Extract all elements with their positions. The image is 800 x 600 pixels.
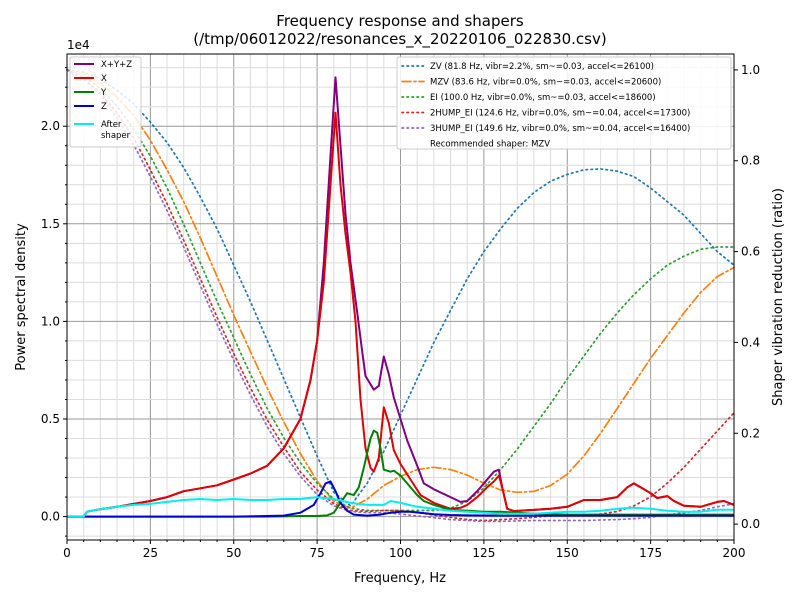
x-tick-label: 25 xyxy=(143,546,158,560)
x-tick-label: 75 xyxy=(309,546,324,560)
shaper-legend-label: MZV (83.6 Hz, vibr=0.0%, sm~=0.03, accel… xyxy=(430,78,661,88)
shaper-legend-label: ZV (81.8 Hz, vibr=2.2%, sm~=0.03, accel<… xyxy=(430,62,654,72)
x-tick-label: 150 xyxy=(556,546,579,560)
shaper-series-line xyxy=(66,69,735,523)
x-tick-label: 50 xyxy=(226,546,241,560)
chart-title: Frequency response and shapers xyxy=(276,12,524,30)
y2-tick-label: 0.2 xyxy=(741,426,760,440)
psd-legend-label: After xyxy=(101,120,122,130)
psd-legend-label: Z xyxy=(101,102,107,112)
recommended-shaper-label: Recommended shaper: MZV xyxy=(430,140,550,150)
psd-curves xyxy=(67,76,735,518)
psd-legend-label: X+Y+Z xyxy=(101,60,132,70)
x-tick-label: 100 xyxy=(389,546,412,560)
psd-legend-label: X xyxy=(101,74,107,84)
chart-subtitle: (/tmp/06012022/resonances_x_20220106_022… xyxy=(193,30,606,49)
x-axis-label: Frequency, Hz xyxy=(354,571,446,586)
y-tick-label: 1.0 xyxy=(41,314,60,328)
y2-axis-label: Shaper vibration reduction (ratio) xyxy=(771,188,786,406)
y2-tick-label: 0.8 xyxy=(741,154,760,168)
y2-tick-label: 0.6 xyxy=(741,245,760,259)
y-tick-label: 2.0 xyxy=(41,119,60,133)
shaper-legend-label: EI (100.0 Hz, vibr=0.0%, sm~=0.03, accel… xyxy=(430,93,656,103)
psd-series-line xyxy=(67,111,735,518)
psd-legend-label: Y xyxy=(100,88,107,98)
x-axis-ticks: 0 25 50 75 100 125 150 175 200 xyxy=(63,540,745,560)
psd-series-line xyxy=(67,496,734,518)
shaper-series-line xyxy=(66,69,735,522)
x-tick-label: 200 xyxy=(723,546,746,560)
shaper-legend: ZV (81.8 Hz, vibr=2.2%, sm~=0.03, accel<… xyxy=(396,56,732,150)
y-tick-label: 0.5 xyxy=(41,412,60,426)
y2-tick-label: 1.0 xyxy=(741,63,760,77)
y2-axis-ticks: 0.0 0.2 0.4 0.6 0.8 1.0 xyxy=(734,63,760,531)
y2-tick-label: 0.4 xyxy=(741,335,760,349)
psd-series-line xyxy=(67,480,734,518)
shaper-legend-box xyxy=(396,56,732,150)
psd-legend-label: shaper xyxy=(101,131,131,141)
x-tick-label: 175 xyxy=(639,546,662,560)
y-tick-label: 1.5 xyxy=(41,217,60,231)
y-exponent-label: 1e4 xyxy=(67,38,90,52)
y-axis-label: Power spectral density xyxy=(14,223,29,371)
y-tick-label: 0.0 xyxy=(41,510,60,524)
shaper-series-line xyxy=(66,69,735,508)
x-tick-label: 125 xyxy=(472,546,495,560)
x-tick-label: 0 xyxy=(63,546,71,560)
grid-layer xyxy=(66,54,735,540)
shaper-legend-label: 3HUMP_EI (149.6 Hz, vibr=0.0%, sm~=0.04,… xyxy=(430,124,690,134)
shaper-series-line xyxy=(66,69,735,512)
y2-tick-label: 0.0 xyxy=(741,517,760,531)
shaper-legend-label: 2HUMP_EI (124.6 Hz, vibr=0.0%, sm~=0.04,… xyxy=(430,109,690,119)
y-axis-ticks: 0.0 0.5 1.0 1.5 2.0 xyxy=(41,67,67,537)
